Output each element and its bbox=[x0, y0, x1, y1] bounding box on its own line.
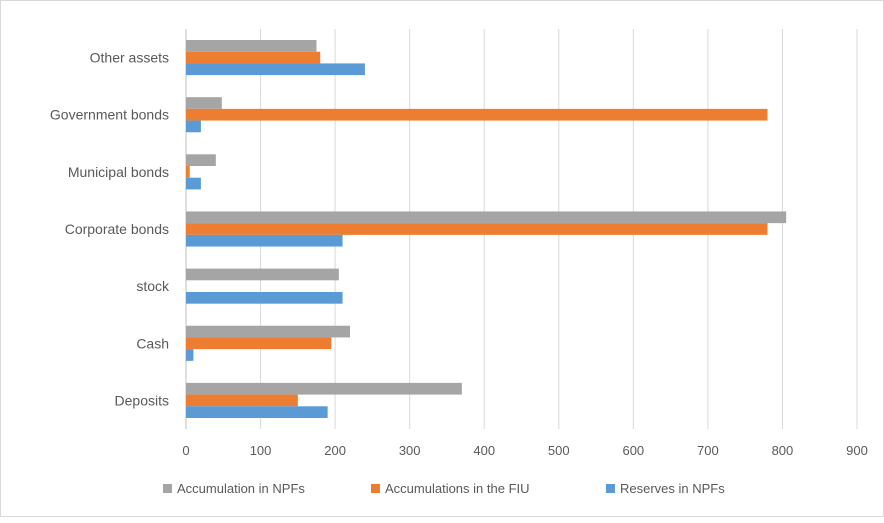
x-tick-label: 300 bbox=[399, 443, 421, 458]
x-tick-label: 900 bbox=[846, 443, 868, 458]
bar-reserves-in-npfs-stock bbox=[186, 291, 343, 304]
bar-reserves-in-npfs-deposits bbox=[186, 406, 328, 418]
bars bbox=[186, 40, 787, 418]
category-label-cash: Cash bbox=[136, 335, 169, 351]
bar-reserves-in-npfs-cash bbox=[186, 349, 194, 361]
category-label-deposits: Deposits bbox=[115, 392, 169, 408]
category-label-municipal-bonds: Municipal bonds bbox=[68, 164, 169, 180]
category-labels: Deposits Cash stock Corporate bonds Municipa… bbox=[50, 50, 170, 409]
category-label-stock: stock bbox=[136, 278, 170, 294]
legend-swatch-accumulations-in-the-fiu bbox=[371, 484, 380, 493]
bar-reserves-in-npfs-other-assets bbox=[186, 63, 365, 76]
legend-label-accumulations-in-the-fiu: Accumulations in the FIU bbox=[385, 481, 530, 496]
legend-label-accumulation-in-npfs: Accumulation in NPFs bbox=[177, 481, 305, 496]
bar-reserves-in-npfs-corporate-bonds bbox=[186, 234, 343, 247]
bar-accumulations-in-the-fiu-deposits bbox=[186, 394, 298, 407]
bar-accumulations-in-the-fiu-cash bbox=[186, 337, 332, 350]
x-tick-label: 500 bbox=[548, 443, 570, 458]
x-tick-label: 800 bbox=[772, 443, 794, 458]
legend-label-reserves-in-npfs: Reserves in NPFs bbox=[620, 481, 725, 496]
bar-accumulation-in-npfs-municipal-bonds bbox=[186, 154, 216, 167]
legend-swatch-accumulation-in-npfs bbox=[163, 484, 172, 493]
x-tick-labels: 0 100 200 300 400 500 600 700 800 900 bbox=[182, 443, 867, 458]
bar-accumulation-in-npfs-other-assets bbox=[186, 40, 317, 52]
category-label-corporate-bonds: Corporate bonds bbox=[65, 221, 169, 237]
bar-accumulation-in-npfs-stock bbox=[186, 268, 339, 281]
x-tick-label: 400 bbox=[473, 443, 495, 458]
bar-reserves-in-npfs-government-bonds bbox=[186, 120, 201, 133]
bar-accumulations-in-the-fiu-government-bonds bbox=[186, 108, 768, 121]
x-tick-label: 700 bbox=[697, 443, 719, 458]
bar-accumulation-in-npfs-deposits bbox=[186, 382, 462, 395]
category-label-other-assets: Other assets bbox=[90, 50, 169, 66]
bar-accumulations-in-the-fiu-municipal-bonds bbox=[186, 166, 190, 178]
x-tick-label: 200 bbox=[324, 443, 346, 458]
bar-accumulation-in-npfs-government-bonds bbox=[186, 97, 222, 109]
x-tick-label: 100 bbox=[250, 443, 272, 458]
legend: Accumulation in NPFs Accumulations in the… bbox=[163, 481, 725, 496]
bar-reserves-in-npfs-municipal-bonds bbox=[186, 177, 201, 190]
x-tick-label: 600 bbox=[622, 443, 644, 458]
bar-accumulations-in-the-fiu-other-assets bbox=[186, 51, 321, 64]
legend-swatch-reserves-in-npfs bbox=[606, 484, 615, 493]
bar-accumulation-in-npfs-corporate-bonds bbox=[186, 211, 787, 224]
category-label-government-bonds: Government bonds bbox=[50, 107, 169, 123]
bar-accumulation-in-npfs-cash bbox=[186, 325, 351, 338]
bar-accumulations-in-the-fiu-corporate-bonds bbox=[186, 223, 768, 235]
x-tick-label: 0 bbox=[182, 443, 189, 458]
